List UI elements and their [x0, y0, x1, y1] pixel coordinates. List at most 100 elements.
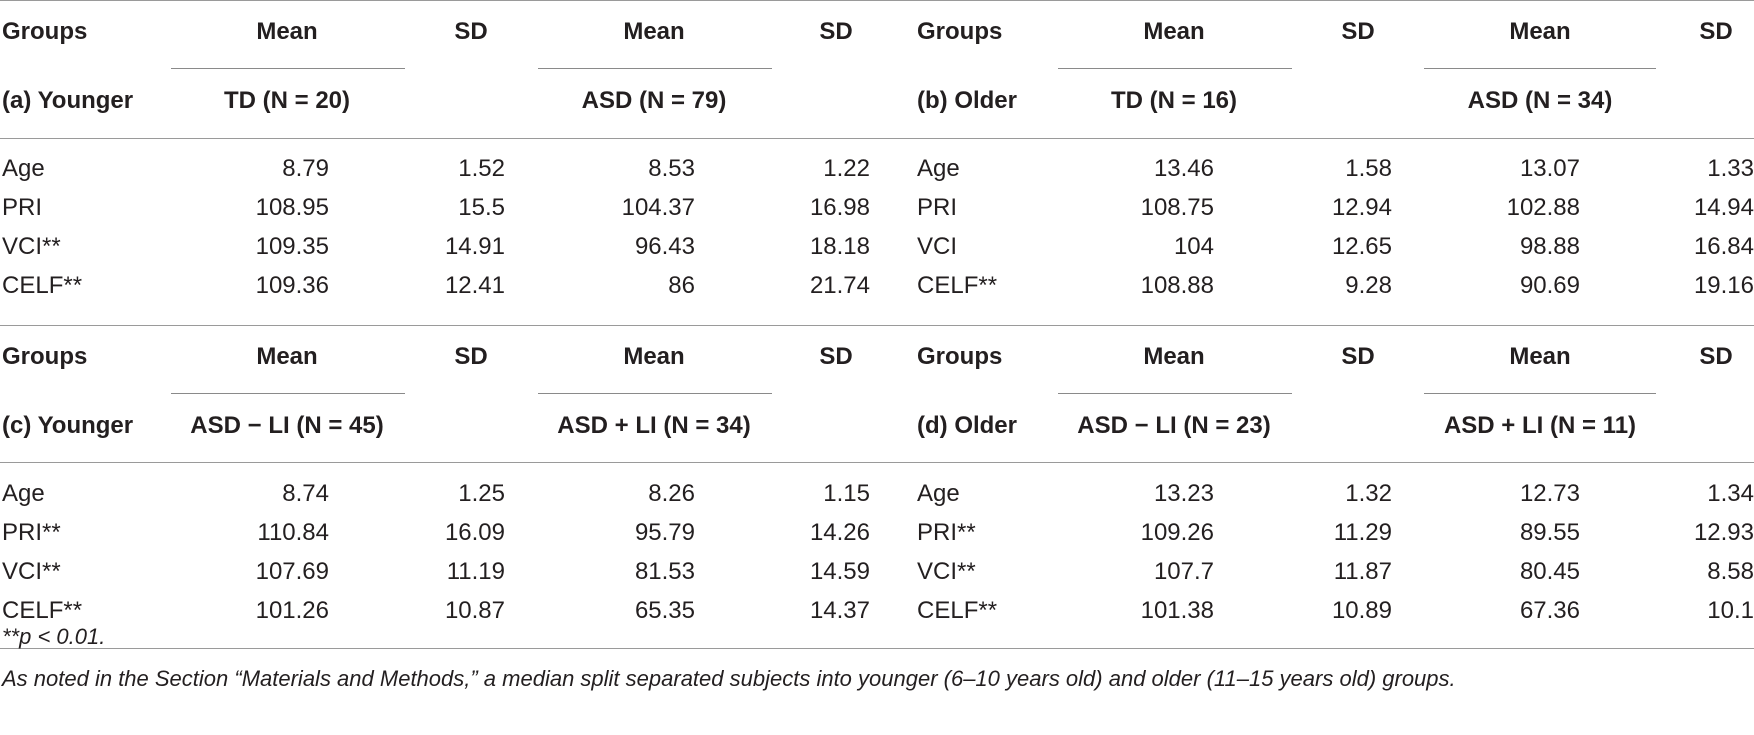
cell-mean: 89.55	[1519, 519, 1580, 546]
cell-mean: 108.88	[1140, 272, 1214, 299]
cell-sd: 1.33	[1707, 155, 1754, 182]
cell-sd: 18.18	[809, 233, 870, 260]
row-measure: VCI	[917, 233, 958, 260]
cell-mean: 8.74	[282, 480, 329, 507]
panel-label: (a) Younger	[2, 87, 134, 114]
row-measure: CELF**	[2, 597, 83, 624]
cell-sd: 1.15	[823, 480, 870, 507]
cell-sd: 14.37	[809, 597, 870, 624]
cell-mean: 104.37	[621, 194, 695, 221]
cell-sd: 1.22	[823, 155, 870, 182]
cell-mean: 86	[668, 272, 695, 299]
cell-sd: 11.29	[1333, 519, 1392, 546]
cell-sd: 9.28	[1345, 272, 1392, 299]
cell-sd: 1.52	[458, 155, 505, 182]
cell-sd: 11.87	[1333, 558, 1392, 585]
cell-sd: 11.19	[446, 558, 505, 585]
group-name: ASD + LI (N = 34)	[557, 412, 751, 439]
column-header-sd: SD	[1341, 343, 1375, 370]
cell-mean: 95.79	[634, 519, 695, 546]
column-header-groups: Groups	[2, 343, 88, 370]
cell-sd: 15.5	[458, 194, 505, 221]
rule-line	[0, 648, 1754, 649]
cell-mean: 101.38	[1140, 597, 1214, 624]
column-header-groups: Groups	[917, 343, 1003, 370]
cell-sd: 16.09	[444, 519, 505, 546]
cell-mean: 109.36	[255, 272, 329, 299]
row-measure: VCI**	[917, 558, 976, 585]
column-header-sd: SD	[1699, 18, 1733, 45]
cell-sd: 10.89	[1331, 597, 1392, 624]
cell-sd: 1.34	[1707, 480, 1754, 507]
cell-mean: 110.84	[257, 519, 329, 546]
cell-sd: 12.41	[444, 272, 505, 299]
cell-mean: 8.79	[282, 155, 329, 182]
column-header-sd: SD	[1341, 18, 1375, 45]
column-header-groups: Groups	[2, 18, 88, 45]
cell-mean: 104	[1173, 233, 1214, 260]
row-measure: PRI**	[2, 519, 61, 546]
row-measure: CELF**	[917, 272, 998, 299]
row-measure: PRI	[2, 194, 43, 221]
rule-line	[0, 138, 1754, 139]
cell-mean: 81.53	[634, 558, 695, 585]
header-underline	[171, 393, 405, 394]
row-measure: CELF**	[917, 597, 998, 624]
footnote-method: As noted in the Section “Materials and M…	[2, 666, 1456, 691]
cell-mean: 108.75	[1140, 194, 1214, 221]
cell-sd: 21.74	[809, 272, 870, 299]
group-name: ASD (N = 34)	[1467, 87, 1613, 114]
group-name: ASD (N = 79)	[581, 87, 727, 114]
column-header-sd: SD	[454, 18, 488, 45]
cell-mean: 13.23	[1153, 480, 1214, 507]
cell-sd: 10.87	[444, 597, 505, 624]
cell-mean: 107.69	[255, 558, 329, 585]
group-name: ASD − LI (N = 23)	[1077, 412, 1271, 439]
cell-sd: 10.1	[1707, 597, 1754, 624]
cell-sd: 16.84	[1693, 233, 1754, 260]
cell-sd: 8.58	[1707, 558, 1754, 585]
cell-mean: 98.88	[1519, 233, 1580, 260]
cell-sd: 1.58	[1345, 155, 1392, 182]
cell-sd: 14.91	[444, 233, 505, 260]
cell-sd: 16.98	[809, 194, 870, 221]
cell-sd: 12.93	[1693, 519, 1754, 546]
cell-mean: 8.53	[648, 155, 695, 182]
row-measure: Age	[2, 155, 45, 182]
cell-mean: 13.07	[1519, 155, 1580, 182]
column-header-sd: SD	[1699, 343, 1733, 370]
cell-mean: 101.26	[255, 597, 329, 624]
row-measure: VCI**	[2, 233, 61, 260]
rule-line	[0, 462, 1754, 463]
rule-line	[0, 325, 1754, 326]
header-underline	[1058, 393, 1292, 394]
cell-sd: 12.94	[1331, 194, 1392, 221]
column-header-sd: SD	[819, 343, 853, 370]
column-header-mean: Mean	[1143, 18, 1205, 45]
row-measure: Age	[917, 155, 960, 182]
cell-mean: 96.43	[634, 233, 695, 260]
group-name: TD (N = 20)	[223, 87, 351, 114]
panel-label: (c) Younger	[2, 412, 134, 439]
cell-mean: 65.35	[634, 597, 695, 624]
header-underline	[171, 68, 405, 69]
cell-mean: 108.95	[255, 194, 329, 221]
column-header-sd: SD	[819, 18, 853, 45]
header-underline	[538, 393, 772, 394]
cell-mean: 13.46	[1153, 155, 1214, 182]
group-name: TD (N = 16)	[1110, 87, 1238, 114]
header-underline	[1058, 68, 1292, 69]
row-measure: Age	[917, 480, 960, 507]
cell-mean: 109.35	[255, 233, 329, 260]
column-header-sd: SD	[454, 343, 488, 370]
row-measure: PRI	[917, 194, 958, 221]
group-name: ASD − LI (N = 45)	[190, 412, 384, 439]
row-measure: CELF**	[2, 272, 83, 299]
cell-sd: 14.94	[1693, 194, 1754, 221]
cell-mean: 102.88	[1506, 194, 1580, 221]
panel-label: (b) Older	[917, 87, 1017, 114]
cell-mean: 109.26	[1140, 519, 1214, 546]
column-header-groups: Groups	[917, 18, 1003, 45]
column-header-mean: Mean	[1143, 343, 1205, 370]
panel-label: (d) Older	[917, 412, 1017, 439]
